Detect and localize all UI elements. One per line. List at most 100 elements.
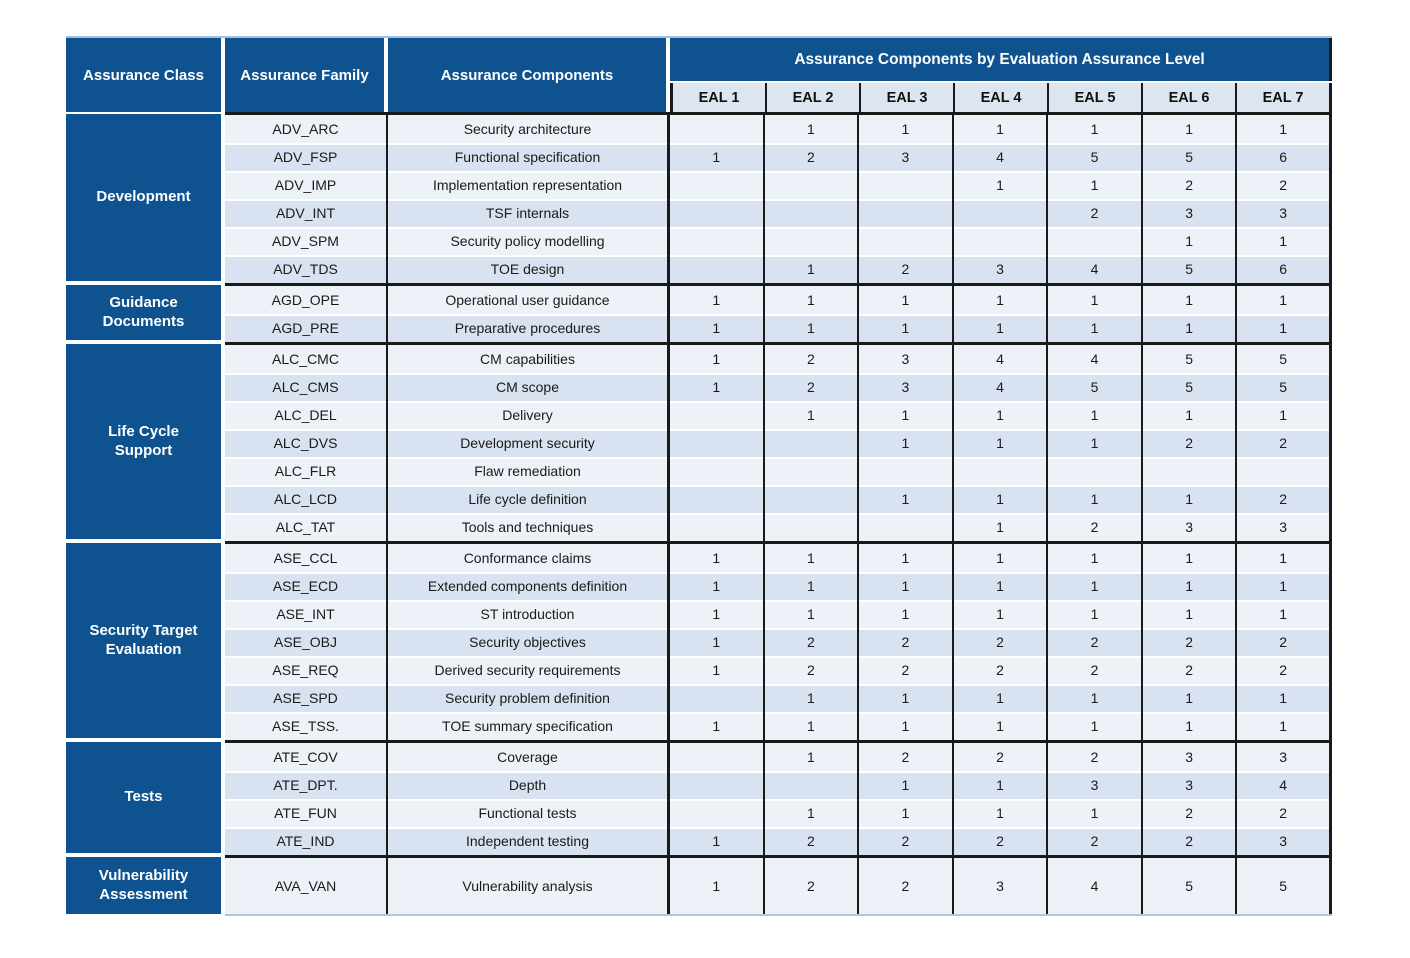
- assurance-components-table: Assurance Class Assurance Family Assuran…: [66, 36, 1332, 916]
- component-name-cell: Derived security requirements: [388, 656, 670, 684]
- eal2-value-cell: [764, 227, 860, 255]
- eal7-value-cell: 3: [1237, 827, 1332, 855]
- eal6-value-cell: 3: [1142, 743, 1238, 771]
- table-row-ava-van: AVA_VAN Vulnerability analysis 1 2 2 3 4 5 5: [225, 858, 1332, 914]
- eal5-value-cell: 2: [1048, 513, 1143, 541]
- component-name-cell: Operational user guidance: [388, 286, 670, 314]
- family-code-cell: ATE_IND: [225, 827, 388, 855]
- eal1-value-cell: 1: [670, 286, 765, 314]
- eal5-value-cell: 1: [1048, 485, 1143, 513]
- eal1-value-cell: 1: [670, 314, 765, 342]
- eal3-value-cell: 1: [859, 485, 954, 513]
- eal5-value-cell: 1: [1048, 799, 1143, 827]
- eal4-value-cell: 1: [953, 799, 1049, 827]
- family-code-cell: ASE_CCL: [225, 544, 388, 572]
- section-rows: AVA_VAN Vulnerability analysis 1 2 2 3 4 5 5: [225, 855, 1332, 916]
- component-name-cell: CM scope: [388, 373, 670, 401]
- component-name-cell: Security architecture: [388, 115, 670, 143]
- eal7-value-cell: 1: [1237, 314, 1332, 342]
- family-code-cell: ALC_LCD: [225, 485, 388, 513]
- eal6-value-cell: 1: [1142, 572, 1238, 600]
- table-row-alc-del: ALC_DEL Delivery 1 1 1 1 1 1: [225, 401, 1332, 429]
- table-row-adv-arc: ADV_ARC Security architecture 1 1 1 1 1 1: [225, 115, 1332, 143]
- eal-level-header-2: EAL 2: [767, 83, 861, 112]
- eal3-value-cell: 1: [859, 600, 954, 628]
- eal4-value-cell: 4: [953, 143, 1049, 171]
- eal3-value-cell: 1: [859, 115, 954, 143]
- family-code-cell: ADV_IMP: [225, 171, 388, 199]
- eal1-value-cell: [670, 255, 765, 283]
- family-code-cell: ALC_FLR: [225, 457, 388, 485]
- header-assurance-class: Assurance Class: [66, 38, 221, 112]
- eal3-value-cell: 1: [859, 286, 954, 314]
- eal1-value-cell: [670, 771, 765, 799]
- eal4-value-cell: [953, 199, 1049, 227]
- eal-group-title: Assurance Components by Evaluation Assur…: [670, 38, 1332, 81]
- component-name-cell: Flaw remediation: [388, 457, 670, 485]
- eal6-value-cell: 1: [1142, 227, 1238, 255]
- eal6-value-cell: 2: [1142, 656, 1238, 684]
- eal7-value-cell: 2: [1237, 171, 1332, 199]
- eal6-value-cell: 1: [1142, 115, 1238, 143]
- eal7-value-cell: 6: [1237, 255, 1332, 283]
- component-name-cell: Security problem definition: [388, 684, 670, 712]
- eal4-value-cell: 1: [953, 314, 1049, 342]
- eal2-value-cell: [764, 429, 860, 457]
- eal1-value-cell: [670, 485, 765, 513]
- eal5-value-cell: 2: [1048, 199, 1143, 227]
- section-life-cycle-support: Life Cycle Support ALC_CMC CM capabilities…: [66, 342, 1332, 541]
- component-name-cell: Independent testing: [388, 827, 670, 855]
- family-code-cell: ADV_ARC: [225, 115, 388, 143]
- eal1-value-cell: [670, 227, 765, 255]
- eal1-value-cell: 1: [670, 628, 765, 656]
- component-name-cell: Implementation representation: [388, 171, 670, 199]
- section-guidance-documents: Guidance Documents AGD_OPE Operational use…: [66, 283, 1332, 342]
- eal2-value-cell: 1: [764, 799, 860, 827]
- table-header: Assurance Class Assurance Family Assuran…: [66, 38, 1332, 112]
- eal5-value-cell: 1: [1048, 171, 1143, 199]
- eal-level-label: EAL 7: [1262, 89, 1304, 106]
- eal7-value-cell: 5: [1237, 373, 1332, 401]
- eal5-value-cell: 2: [1048, 656, 1143, 684]
- eal7-value-cell: 2: [1237, 485, 1332, 513]
- eal6-value-cell: [1142, 457, 1238, 485]
- component-name-cell: Coverage: [388, 743, 670, 771]
- section-rows: ATE_COV Coverage 1 2 2 2 3 3 ATE_DPT. Depth 1 1 3 3 4 A…: [225, 740, 1332, 855]
- assurance-class-cell: Vulnerability Assessment: [66, 857, 221, 914]
- eal4-value-cell: 1: [953, 684, 1049, 712]
- eal7-value-cell: 1: [1237, 227, 1332, 255]
- eal4-value-cell: 2: [953, 827, 1049, 855]
- eal1-value-cell: 1: [670, 373, 765, 401]
- table-row-alc-lcd: ALC_LCD Life cycle definition 1 1 1 1 2: [225, 485, 1332, 513]
- eal6-value-cell: 3: [1142, 771, 1238, 799]
- eal2-value-cell: [764, 771, 860, 799]
- eal6-value-cell: 1: [1142, 286, 1238, 314]
- eal3-value-cell: 1: [859, 572, 954, 600]
- table-row-ase-ccl: ASE_CCL Conformance claims 1 1 1 1 1 1 1: [225, 544, 1332, 572]
- eal2-value-cell: 1: [764, 115, 860, 143]
- eal4-value-cell: 1: [953, 712, 1049, 740]
- eal4-value-cell: 1: [953, 115, 1049, 143]
- eal6-value-cell: 2: [1142, 171, 1238, 199]
- eal1-value-cell: [670, 429, 765, 457]
- table-row-alc-flr: ALC_FLR Flaw remediation: [225, 457, 1332, 485]
- eal5-value-cell: 1: [1048, 712, 1143, 740]
- section-development: Development ADV_ARC Security architecture 1…: [66, 112, 1332, 283]
- assurance-class-cell: Tests: [66, 742, 221, 853]
- family-code-cell: ALC_TAT: [225, 513, 388, 541]
- family-code-cell: ATE_DPT.: [225, 771, 388, 799]
- family-code-cell: AVA_VAN: [225, 858, 388, 914]
- family-code-cell: ATE_FUN: [225, 799, 388, 827]
- eal7-value-cell: 2: [1237, 628, 1332, 656]
- eal3-value-cell: 1: [859, 684, 954, 712]
- eal5-value-cell: [1048, 457, 1143, 485]
- eal3-value-cell: 1: [859, 771, 954, 799]
- eal7-value-cell: 1: [1237, 572, 1332, 600]
- family-code-cell: ADV_FSP: [225, 143, 388, 171]
- eal7-value-cell: 2: [1237, 656, 1332, 684]
- eal1-value-cell: 1: [670, 600, 765, 628]
- eal3-value-cell: 1: [859, 799, 954, 827]
- section-rows: ASE_CCL Conformance claims 1 1 1 1 1 1 1 ASE_ECD E…: [225, 541, 1332, 740]
- component-name-cell: ST introduction: [388, 600, 670, 628]
- eal2-value-cell: [764, 513, 860, 541]
